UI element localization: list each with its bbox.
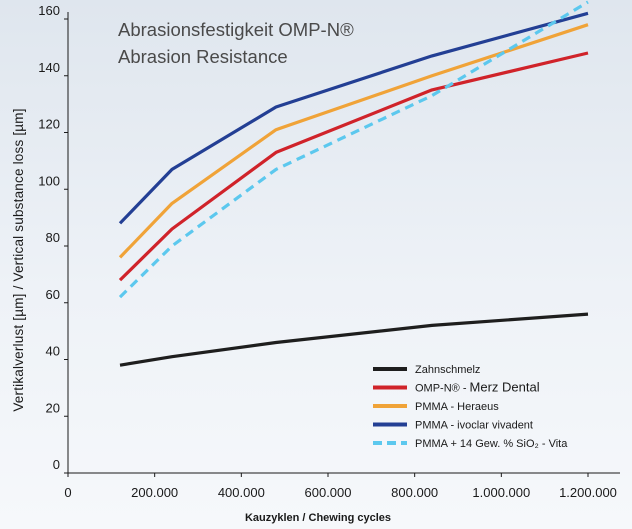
y-tick-label: 20 <box>46 400 60 415</box>
chart-title-block: Abrasionsfestigkeit OMP-N® Abrasion Resi… <box>118 19 354 67</box>
x-tick-label: 800.000 <box>391 485 438 500</box>
x-tick-label: 0 <box>64 485 71 500</box>
y-tick-label: 60 <box>46 287 60 302</box>
legend: Zahnschmelz OMP-N® - Merz Dental PMMA - He… <box>373 364 568 450</box>
legend-label-4: PMMA - ivoclar vivadent <box>415 420 533 432</box>
y-axis-title: Vertikalverlust [µm] / Vertical substanc… <box>11 108 26 411</box>
tick-labels: 0 20 40 60 80 100 120 140 160 0 200.000 400.000 600.… <box>38 3 617 500</box>
x-tick-label: 600.000 <box>305 485 352 500</box>
y-tick-label: 0 <box>53 457 60 472</box>
series-line-5 <box>118 0 589 299</box>
chart-subtitle: Abrasion Resistance <box>118 46 288 67</box>
series-lines <box>118 0 589 367</box>
legend-label-part: Merz Dental <box>470 380 540 395</box>
chart-title: Abrasionsfestigkeit OMP-N® <box>118 19 354 40</box>
x-tick-label: 200.000 <box>131 485 178 500</box>
ticks <box>64 18 589 477</box>
series-line-4 <box>118 11 589 225</box>
x-tick-label: 400.000 <box>218 485 265 500</box>
series-line-2 <box>118 51 589 282</box>
legend-label-1: Zahnschmelz <box>415 364 480 376</box>
legend-label-3: PMMA - Heraeus <box>415 401 499 413</box>
y-tick-label: 100 <box>38 173 60 188</box>
series-line-3 <box>118 23 589 259</box>
y-tick-label: 80 <box>46 230 60 245</box>
legend-label-5: PMMA + 14 Gew. % SiO₂ - Vita <box>415 438 568 450</box>
series-line-1 <box>119 312 589 367</box>
x-tick-label: 1.200.000 <box>559 485 617 500</box>
legend-label-2: OMP-N® - Merz Dental <box>415 380 540 395</box>
axes <box>67 12 620 474</box>
x-tick-label: 1.000.000 <box>472 485 530 500</box>
y-tick-label: 40 <box>46 344 60 359</box>
legend-label-part: OMP-N® - <box>415 383 470 395</box>
x-axis-title: Kauzyklen / Chewing cycles <box>245 512 391 524</box>
y-tick-label: 120 <box>38 117 60 132</box>
y-tick-label: 160 <box>38 3 60 18</box>
y-tick-label: 140 <box>38 60 60 75</box>
